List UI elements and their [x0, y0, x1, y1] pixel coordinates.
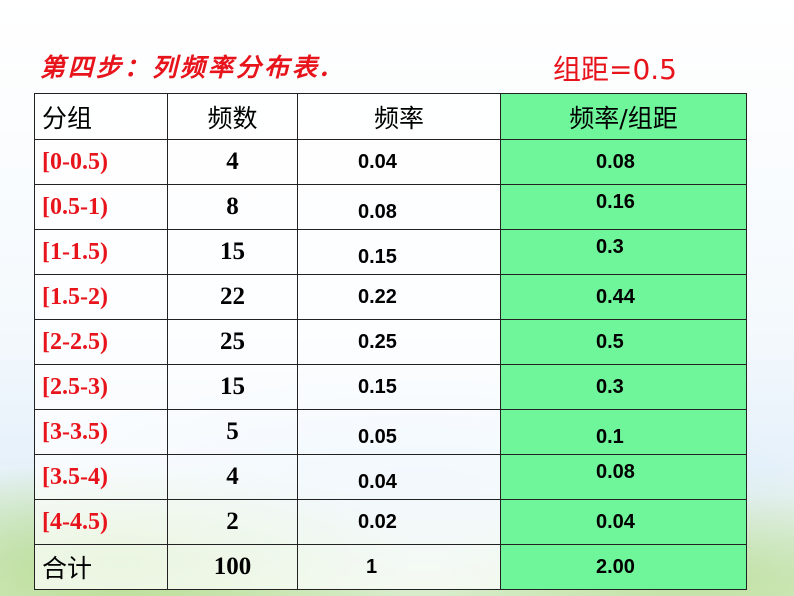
- frequency-cell: 0.25: [297, 319, 501, 365]
- group-cell: [3.5-4): [34, 454, 168, 500]
- table-row: [1.5-2) 22 0.22 0.44: [34, 274, 747, 320]
- frequency-cell: 0.02: [297, 499, 501, 545]
- total-frequency-cell: 1: [297, 544, 501, 590]
- group-cell: [2.5-3): [34, 364, 168, 410]
- header-cell-group: 分组: [34, 93, 168, 140]
- count-cell: 2: [167, 499, 298, 545]
- density-cell: 0.08: [500, 454, 747, 500]
- table-row: [0-0.5) 4 0.04 0.08: [34, 139, 747, 185]
- table-row: [3-3.5) 5 0.05 0.1: [34, 409, 747, 455]
- density-cell: 0.5: [500, 319, 747, 365]
- frequency-distribution-table: 分组 频数 频率 频率/组距 [0-0.5) 4 0.04 0.08 [0.5-…: [34, 93, 747, 590]
- count-cell: 25: [167, 319, 298, 365]
- header-cell-frequency: 频率: [297, 93, 501, 140]
- frequency-cell: 0.05: [297, 409, 501, 455]
- header-cell-count: 频数: [167, 93, 298, 140]
- frequency-cell: 0.04: [297, 139, 501, 185]
- total-density-cell: 2.00: [500, 544, 747, 590]
- frequency-cell: 0.08: [297, 184, 501, 230]
- count-cell: 8: [167, 184, 298, 230]
- frequency-cell: 0.04: [297, 454, 501, 500]
- frequency-cell: 0.22: [297, 274, 501, 320]
- group-cell: [1-1.5): [34, 229, 168, 275]
- count-cell: 15: [167, 364, 298, 410]
- density-cell: 0.16: [500, 184, 747, 230]
- group-cell: [0-0.5): [34, 139, 168, 185]
- table-row: [1-1.5) 15 0.15 0.3: [34, 229, 747, 275]
- group-cell: [0.5-1): [34, 184, 168, 230]
- total-count-cell: 100: [167, 544, 298, 590]
- group-cell: [3-3.5): [34, 409, 168, 455]
- table-row: [0.5-1) 8 0.08 0.16: [34, 184, 747, 230]
- header-cell-density: 频率/组距: [500, 93, 747, 140]
- density-cell: 0.04: [500, 499, 747, 545]
- class-interval-label: 组距=0.5: [553, 53, 677, 86]
- table-row: [2-2.5) 25 0.25 0.5: [34, 319, 747, 365]
- header-row: 分组 频数 频率 频率/组距: [34, 93, 747, 140]
- group-cell: [4-4.5): [34, 499, 168, 545]
- density-cell: 0.3: [500, 229, 747, 275]
- table-row: [2.5-3) 15 0.15 0.3: [34, 364, 747, 410]
- total-row: 合计 100 1 2.00: [34, 544, 747, 590]
- table-row: [4-4.5) 2 0.02 0.04: [34, 499, 747, 545]
- count-cell: 5: [167, 409, 298, 455]
- density-cell: 0.1: [500, 409, 747, 455]
- density-cell: 0.08: [500, 139, 747, 185]
- count-cell: 22: [167, 274, 298, 320]
- count-cell: 4: [167, 139, 298, 185]
- density-cell: 0.44: [500, 274, 747, 320]
- frequency-cell: 0.15: [297, 364, 501, 410]
- table-row: [3.5-4) 4 0.04 0.08: [34, 454, 747, 500]
- group-cell: [2-2.5): [34, 319, 168, 365]
- count-cell: 4: [167, 454, 298, 500]
- density-cell: 0.3: [500, 364, 747, 410]
- frequency-cell: 0.15: [297, 229, 501, 275]
- total-label-cell: 合计: [34, 544, 168, 590]
- group-cell: [1.5-2): [34, 274, 168, 320]
- step-title: 第四步：列频率分布表.: [40, 53, 332, 82]
- count-cell: 15: [167, 229, 298, 275]
